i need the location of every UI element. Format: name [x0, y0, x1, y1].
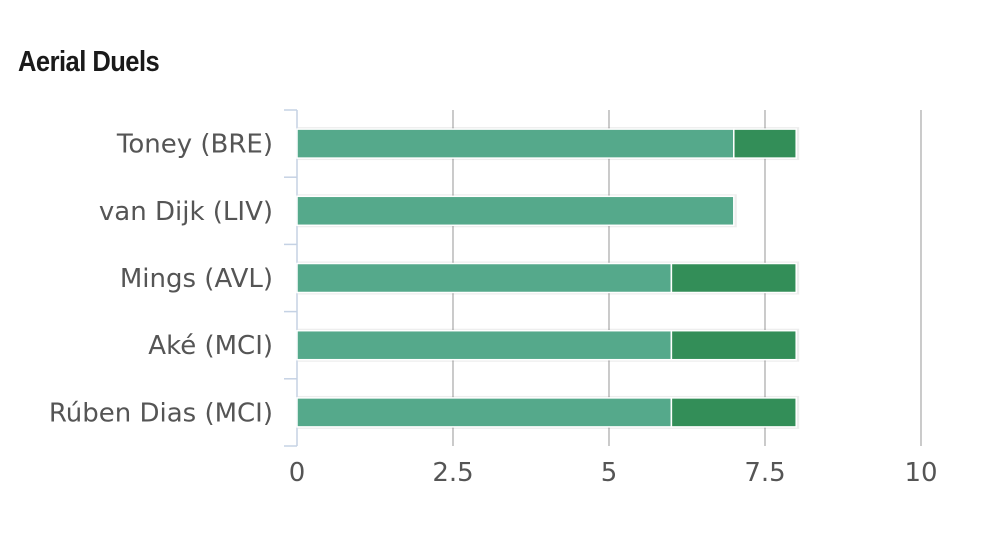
- category-label: Mings (AVL): [120, 264, 273, 294]
- bar-segment: [296, 195, 735, 227]
- bar-segment: [296, 329, 673, 361]
- category-labels: Toney (BRE) van Dijk (LIV) Mings (AVL) Aké …: [49, 130, 273, 429]
- bar-segment: [670, 329, 797, 361]
- bars: [296, 127, 800, 429]
- category-label: Toney (BRE): [116, 130, 273, 160]
- x-tick-label: 7.5: [744, 458, 785, 488]
- bar-segment: [733, 128, 797, 159]
- bar-segment: [670, 262, 797, 294]
- category-label: van Dijk (LIV): [99, 197, 273, 227]
- chart-title: Aerial Duels: [18, 46, 160, 78]
- y-axis: [284, 109, 298, 447]
- bar-segment: [296, 128, 735, 159]
- x-tick-label: 0: [289, 458, 306, 488]
- category-label: Aké (MCI): [148, 331, 273, 361]
- x-axis-ticks: 0 2.5 5 7.5 10: [289, 458, 938, 488]
- bar-segment: [296, 397, 673, 428]
- x-tick-label: 2.5: [432, 458, 473, 488]
- bar-segment: [670, 397, 797, 428]
- x-tick-label: 10: [904, 458, 937, 488]
- category-label: Rúben Dias (MCI): [49, 398, 273, 428]
- bar-segment: [296, 262, 673, 294]
- x-tick-label: 5: [601, 458, 618, 488]
